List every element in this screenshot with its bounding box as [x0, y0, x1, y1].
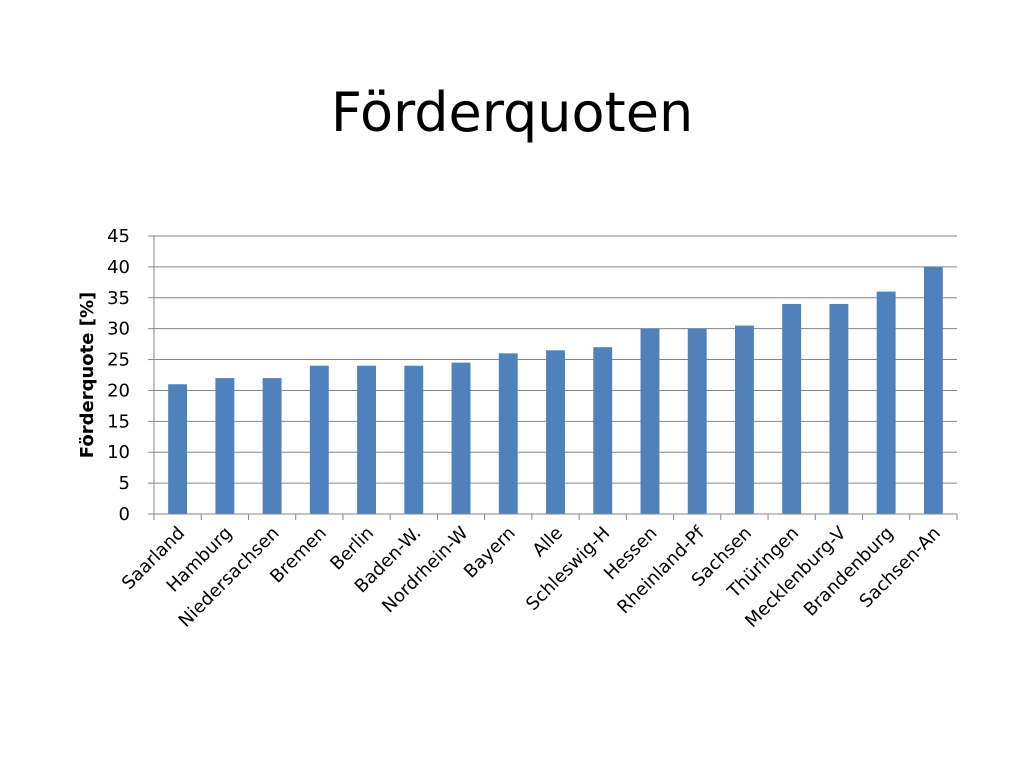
y-tick-label: 0 [119, 504, 130, 525]
y-tick-label: 5 [119, 473, 130, 494]
bar [451, 362, 471, 514]
bar [593, 347, 613, 514]
slide-title: Förderquoten [330, 81, 694, 144]
bar [546, 350, 565, 514]
bar [215, 378, 235, 514]
axes [148, 235, 958, 520]
bar [309, 365, 329, 514]
bar [498, 353, 518, 514]
y-tick-label: 35 [107, 288, 130, 309]
y-tick-label: 20 [107, 380, 130, 401]
bar [734, 325, 754, 514]
bar [829, 303, 849, 514]
bars [168, 266, 943, 514]
x-tick-labels: SaarlandHamburgNiedersachsenBremenBerlin… [118, 522, 945, 632]
bar [923, 266, 943, 514]
y-tick-labels: 0 5 10 15 20 25 30 35 40 45 [107, 226, 130, 525]
y-tick-label: 10 [107, 442, 130, 463]
x-tick-label: Bayern [460, 523, 520, 583]
y-tick-label: 40 [107, 257, 130, 278]
bar [640, 328, 660, 514]
y-tick-label: 45 [107, 226, 130, 247]
y-axis-title: Förderquote [%] [77, 292, 98, 458]
y-tick-label: 30 [107, 319, 130, 340]
bar [687, 328, 707, 514]
bar [404, 365, 424, 514]
bar [357, 365, 377, 514]
y-tick-label: 25 [107, 350, 130, 371]
bar [782, 303, 802, 514]
bar [262, 378, 282, 514]
x-tick-label: Alle [529, 523, 567, 561]
bar [168, 384, 188, 514]
bar [876, 291, 896, 514]
y-tick-label: 15 [107, 411, 130, 432]
